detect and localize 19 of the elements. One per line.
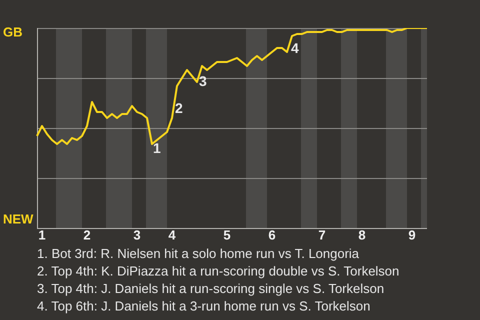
text: 3. Top 4th: J. Daniels hit a run-scoring single vs S. Torkelson <box>37 281 384 296</box>
text: 1. Bot 3rd: R. Nielsen hit a solo home run vs T. Longoria <box>37 246 360 261</box>
text: GB <box>3 24 22 40</box>
annotation: 4 <box>291 40 299 56</box>
x-tick-label: 1 <box>38 227 46 242</box>
annotation: 1 <box>153 140 161 156</box>
text: NEW <box>3 212 34 227</box>
text: 4. Top 6th: J. Daniels hit a 3-run home run vs S. Torkelson <box>37 298 370 314</box>
annotation: 3 <box>199 72 207 89</box>
x-tick-label: 7 <box>318 227 326 242</box>
x-tick-label: 4 <box>168 227 176 242</box>
x-tick-label: 5 <box>223 227 231 242</box>
x-tick-label: 8 <box>358 227 366 242</box>
x-tick-label: 6 <box>268 227 276 242</box>
x-tick-label: 9 <box>408 227 416 242</box>
x-tick-label: 2 <box>83 227 91 242</box>
x-tick-label: 3 <box>133 227 141 242</box>
annotation: 2 <box>175 100 183 116</box>
text: 2. Top 4th: K. DiPiazza hit a run-scoring double vs S. Torkelson <box>37 264 400 278</box>
